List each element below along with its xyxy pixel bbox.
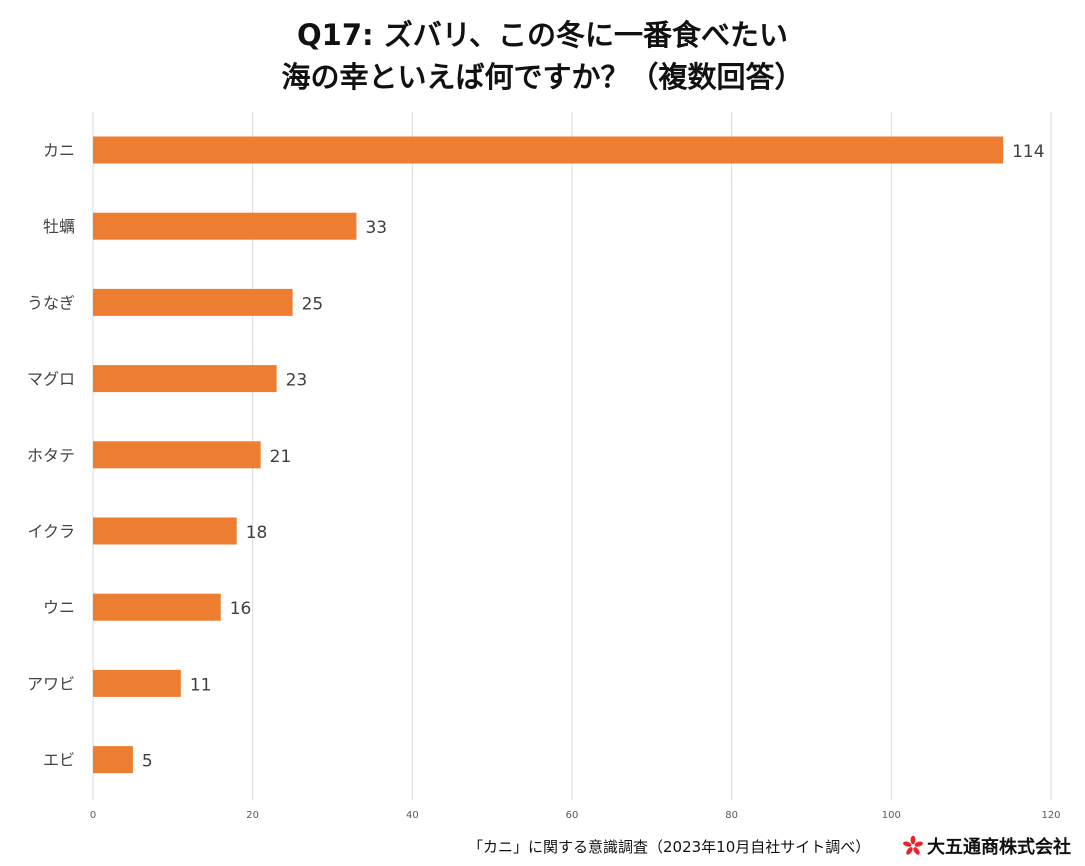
category-label: マグロ [27, 370, 75, 389]
survey-source-note: 「カニ」に関する意識調査（2023年10月自社サイト調べ） [468, 838, 871, 856]
x-tick-label: 40 [406, 810, 419, 821]
chart-title-line-2: 海の幸といえば何ですか？（複数回答） [281, 60, 804, 94]
category-label: うなぎ [27, 293, 75, 312]
x-tick-label: 20 [246, 810, 259, 821]
data-label: 5 [142, 752, 153, 772]
x-axis-ticks: 0 20 40 60 80 100 120 [90, 810, 1061, 821]
flower-logo-icon [903, 835, 923, 855]
data-labels: 114 33 25 23 21 18 16 11 5 [142, 142, 1045, 772]
category-label: カニ [43, 141, 75, 160]
x-tick-label: 60 [566, 810, 579, 821]
data-label: 21 [270, 447, 292, 467]
x-tick-label: 80 [725, 810, 738, 821]
data-label: 23 [286, 371, 308, 391]
data-label: 114 [1012, 142, 1044, 162]
bar [93, 212, 357, 240]
category-label: アワビ [27, 674, 75, 693]
data-label: 25 [302, 294, 324, 314]
data-label: 18 [246, 523, 268, 543]
bar [93, 136, 1004, 164]
data-label: 33 [365, 218, 387, 238]
bar [93, 365, 277, 393]
category-label: ウニ [43, 598, 75, 617]
x-tick-label: 100 [882, 810, 901, 821]
category-label: イクラ [27, 522, 75, 541]
category-label: エビ [43, 751, 75, 770]
bars [93, 136, 1004, 774]
bar [93, 288, 293, 316]
x-tick-label: 120 [1041, 810, 1060, 821]
bar [93, 441, 261, 469]
company-name: 大五通商株式会社 [927, 837, 1071, 858]
x-tick-label: 0 [90, 810, 96, 821]
category-label: ホタテ [27, 446, 75, 465]
category-label: 牡蠣 [43, 217, 75, 236]
chart-title: Q17: ズバリ、この冬に一番食べたい 海の幸といえば何ですか？（複数回答） [0, 14, 1085, 98]
bar [93, 517, 237, 545]
data-label: 16 [230, 599, 252, 619]
chart-title-line-1: Q17: ズバリ、この冬に一番食べたい [297, 18, 788, 52]
company-logo: 大五通商株式会社 [902, 833, 1071, 859]
bar [93, 669, 181, 697]
bar [93, 746, 133, 774]
bar [93, 593, 221, 621]
data-label: 11 [190, 675, 212, 695]
